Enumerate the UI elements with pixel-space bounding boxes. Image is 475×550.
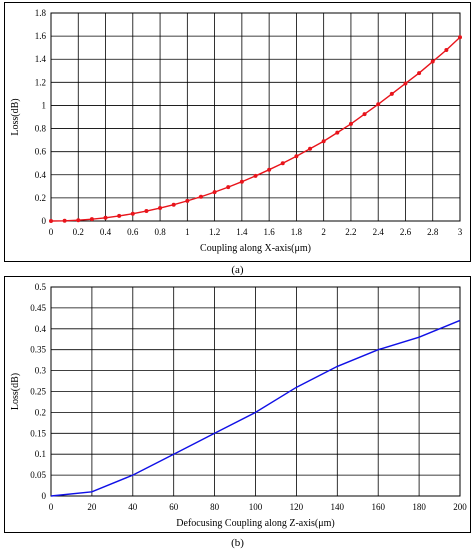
x-tick-label: 100 xyxy=(249,502,263,512)
x-axis-label: Coupling along X-axis(μm) xyxy=(200,243,311,254)
data-point xyxy=(198,194,203,199)
y-tick-label: 0.05 xyxy=(30,470,46,480)
data-point xyxy=(417,71,422,76)
x-tick-label: 60 xyxy=(169,502,179,512)
x-tick-label: 80 xyxy=(210,502,220,512)
y-tick-label: 0.35 xyxy=(30,345,46,355)
y-tick-label: 1 xyxy=(42,100,47,110)
data-point xyxy=(185,198,190,203)
y-tick-label: 0.1 xyxy=(35,449,46,459)
grid xyxy=(50,286,461,497)
x-tick-label: 3 xyxy=(458,227,463,237)
x-tick-label: 0.4 xyxy=(100,227,112,237)
x-tick-label: 140 xyxy=(331,502,345,512)
chart-panel-b: 0 20 40 60 80 100 120 140 160 180 200 0 0.05 0.1 0.15 0… xyxy=(4,276,471,533)
data-point xyxy=(144,209,149,214)
x-tick-label: 1 xyxy=(185,227,190,237)
data-point xyxy=(403,81,408,86)
x-tick-label: 0.2 xyxy=(73,227,84,237)
y-tick-label: 0.8 xyxy=(35,124,47,134)
x-tick-label: 120 xyxy=(290,502,304,512)
data-point xyxy=(62,218,67,223)
x-tick-label: 1.2 xyxy=(209,227,220,237)
data-point xyxy=(226,185,231,190)
data-point xyxy=(321,139,326,144)
data-point xyxy=(294,154,299,159)
y-tick-label: 0.5 xyxy=(35,282,47,292)
caption-a: (a) xyxy=(231,264,244,276)
x-tick-label: 0 xyxy=(49,502,54,512)
y-axis-label: Loss(dB) xyxy=(10,373,21,410)
y-tick-label: 0.6 xyxy=(35,147,47,157)
y-tick-label: 0.15 xyxy=(30,428,46,438)
y-tick-label: 0 xyxy=(42,216,47,226)
x-tick-label: 1.8 xyxy=(291,227,303,237)
x-tick-label: 2.8 xyxy=(427,227,439,237)
line-chart-a: 0 0.2 0.4 0.6 0.8 1 1.2 1.4 1.6 1.8 2 2.2 2.4 2.6 2.8 3… xyxy=(10,8,463,254)
data-point xyxy=(430,59,435,64)
x-tick-label: 180 xyxy=(412,502,426,512)
data-point xyxy=(89,217,94,222)
y-tick-label: 0.4 xyxy=(35,170,47,180)
x-tick-label: 1.6 xyxy=(264,227,276,237)
data-point xyxy=(158,206,163,211)
data-point xyxy=(239,179,244,184)
data-point xyxy=(171,202,176,207)
data-point xyxy=(130,211,135,216)
data-point xyxy=(308,146,313,151)
data-point xyxy=(49,219,53,223)
x-tick-label: 1.4 xyxy=(236,227,248,237)
x-tick-label: 200 xyxy=(453,502,467,512)
data-point xyxy=(444,47,449,52)
x-tick-label: 40 xyxy=(128,502,138,512)
y-axis-label: Loss(dB) xyxy=(10,98,21,135)
y-tick-label: 0.25 xyxy=(30,387,46,397)
y-tick-label: 1.4 xyxy=(35,54,47,64)
plot-frame xyxy=(50,286,461,497)
y-tick-label: 0.2 xyxy=(35,407,46,417)
x-tick-label: 0.8 xyxy=(154,227,166,237)
y-tick-label: 0.2 xyxy=(35,193,46,203)
plot-frame xyxy=(50,12,461,222)
data-point xyxy=(458,35,462,40)
x-axis-label: Defocusing Coupling along Z-axis(μm) xyxy=(176,518,334,529)
series-line xyxy=(50,36,461,222)
data-point xyxy=(280,161,285,166)
x-tick-label: 0.6 xyxy=(127,227,139,237)
data-point xyxy=(212,190,217,195)
y-tick-label: 1.8 xyxy=(35,8,47,18)
y-tick-label: 0.3 xyxy=(35,366,47,376)
data-point xyxy=(362,112,367,117)
y-tick-label: 1.6 xyxy=(35,31,47,41)
x-tick-label: 160 xyxy=(371,502,385,512)
x-tick-label: 2 xyxy=(321,227,326,237)
data-point xyxy=(76,218,81,223)
data-point xyxy=(376,102,381,107)
series-line xyxy=(50,319,461,497)
data-point xyxy=(267,167,272,172)
data-point xyxy=(117,213,122,218)
caption-b: (b) xyxy=(231,537,244,549)
x-tick-label: 0 xyxy=(49,227,54,237)
data-point xyxy=(389,91,394,96)
y-tick-label: 1.2 xyxy=(35,77,46,87)
data-point xyxy=(103,215,108,220)
data-point xyxy=(335,130,340,135)
data-point xyxy=(253,173,258,178)
y-tick-label: 0.45 xyxy=(30,303,46,313)
y-tick-label: 0 xyxy=(42,491,47,501)
x-tick-label: 20 xyxy=(87,502,97,512)
grid xyxy=(50,12,461,222)
x-tick-label: 2.2 xyxy=(345,227,356,237)
line-chart-b: 0 20 40 60 80 100 120 140 160 180 200 0 0.05 0.1 0.15 0… xyxy=(10,282,467,529)
chart-panel-a: 0 0.2 0.4 0.6 0.8 1 1.2 1.4 1.6 1.8 2 2.2 2.4 2.6 2.8 3… xyxy=(4,2,471,262)
y-tick-label: 0.4 xyxy=(35,324,47,334)
data-point xyxy=(348,121,353,126)
x-tick-label: 2.6 xyxy=(400,227,412,237)
x-tick-label: 2.4 xyxy=(373,227,385,237)
